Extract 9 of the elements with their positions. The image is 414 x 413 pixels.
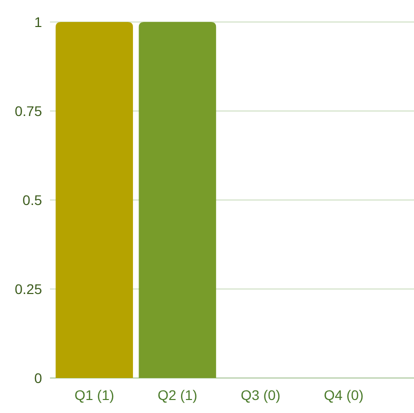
y-tick-label: 0.5	[22, 192, 42, 208]
y-tick-label: 0	[34, 370, 42, 386]
y-tick-label: 0.25	[14, 280, 42, 297]
x-tick-label: Q2 (1)	[158, 387, 198, 403]
x-tick-label: Q1 (1)	[74, 387, 114, 403]
y-tick-label: 0.75	[14, 102, 42, 119]
x-tick-label: Q4 (0)	[324, 387, 364, 403]
x-tick-label: Q3 (0)	[240, 387, 280, 403]
y-tick-label: 1	[34, 14, 42, 30]
